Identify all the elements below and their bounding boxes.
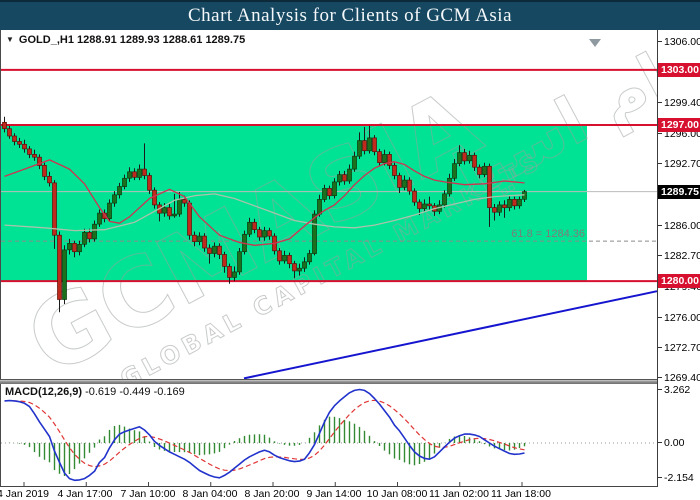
indicator-values: -0.619 -0.449 -0.169: [85, 386, 185, 398]
price-tick: 1306.00: [658, 36, 700, 48]
price-tick: 1299.40: [658, 97, 700, 109]
time-label: 8 Jan 04:00: [182, 488, 238, 500]
time-label: 11 Jan 18:00: [491, 488, 551, 500]
price-badge-resistance: 1303.00: [658, 63, 700, 77]
time-label: 10 Jan 08:00: [366, 488, 428, 500]
price-tick: 1292.70: [658, 158, 700, 170]
trendline[interactable]: [243, 290, 658, 379]
page-title: Chart Analysis for Clients of GCM Asia: [187, 5, 513, 26]
macd-tick: -2.154: [658, 472, 700, 484]
macd-tick: 0.00: [658, 437, 700, 449]
macd-histogram: [8, 416, 526, 476]
indicator-name: MACD(12,26,9): [5, 386, 83, 398]
time-label: 8 Jan 20:00: [244, 488, 300, 500]
indicator-label: MACD(12,26,9) -0.619 -0.449 -0.169: [5, 386, 185, 398]
fib-618-label: 61.8 = 1284.36: [511, 228, 585, 240]
ma-slow-line: [4, 193, 525, 232]
time-label: 7 Jan 10:00: [120, 488, 176, 500]
time-label: 4 Jan 2019: [0, 488, 49, 500]
price-badge-current: 1289.75: [658, 185, 700, 199]
time-label: 11 Jan 02:00: [429, 488, 489, 500]
macd-main-line: [4, 388, 525, 482]
price-badge-support: 1280.00: [658, 274, 700, 288]
price-tick: 1269.40: [658, 372, 700, 384]
macd-panel[interactable]: MACD(12,26,9) -0.619 -0.449 -0.169: [0, 384, 658, 487]
quote-line: ▼ GOLD_,H1 1288.91 1289.93 1288.61 1289.…: [6, 34, 245, 46]
price-tick: 1276.00: [658, 312, 700, 324]
candles[interactable]: [2, 121, 527, 300]
time-axis[interactable]: 4 Jan 2019 4 Jan 17:00 7 Jan 10:00 8 Jan 04…: [0, 487, 700, 500]
macd-signal-line: [4, 399, 525, 472]
ma-fast-line: [4, 159, 525, 246]
price-tick: 1282.70: [658, 250, 700, 262]
price-axis[interactable]: 1306.001302.701299.401296.001292.701289.…: [657, 30, 700, 487]
panel-splitter[interactable]: [0, 379, 700, 384]
symbol-dropdown-icon[interactable]: ▼: [6, 35, 14, 44]
price-tick: 1272.70: [658, 342, 700, 354]
title-bar: Chart Analysis for Clients of GCM Asia: [0, 0, 700, 30]
price-tick: 1286.00: [658, 220, 700, 232]
scroll-to-end-icon[interactable]: [589, 39, 601, 47]
time-label: 9 Jan 14:00: [306, 488, 362, 500]
price-badge-resistance: 1297.00: [658, 118, 700, 132]
quote-text: GOLD_,H1 1288.91 1289.93 1288.61 1289.75: [18, 34, 246, 46]
macd-tick: 3.262: [658, 384, 700, 396]
time-label: 4 Jan 17:00: [57, 488, 113, 500]
macd-svg[interactable]: [1, 384, 658, 487]
